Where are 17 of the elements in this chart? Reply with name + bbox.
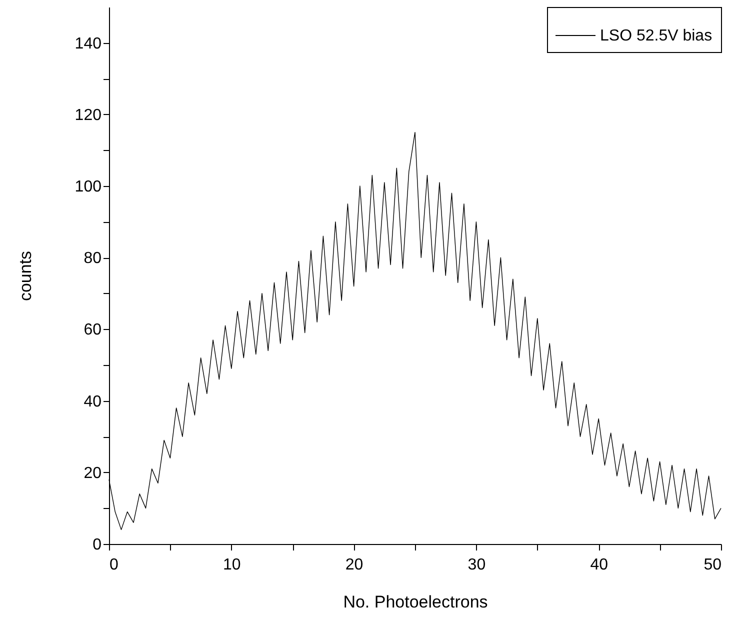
x-tick-label: 40 [590,556,608,574]
y-axis-title: counts [16,250,35,302]
y-tick-label: 100 [74,178,102,196]
x-tick-label: 50 [704,556,722,574]
y-tick-label: 80 [84,250,102,268]
x-tick-label: 20 [345,556,364,574]
x-tick-label: 0 [110,556,118,574]
x-axis-title: No. Photoelectrons [343,592,488,612]
x-tick-label: 10 [223,556,241,574]
y-tick-label: 60 [84,322,102,339]
y-tick-label: 20 [84,464,102,482]
y-tick-label: 40 [84,393,102,410]
y-tick-label: 120 [74,106,102,124]
x-tick-label: 30 [468,556,486,574]
y-tick-label: 140 [74,35,102,52]
legend-label: LSO 52.5V bias [600,28,712,44]
y-tick-label: 0 [92,536,102,554]
